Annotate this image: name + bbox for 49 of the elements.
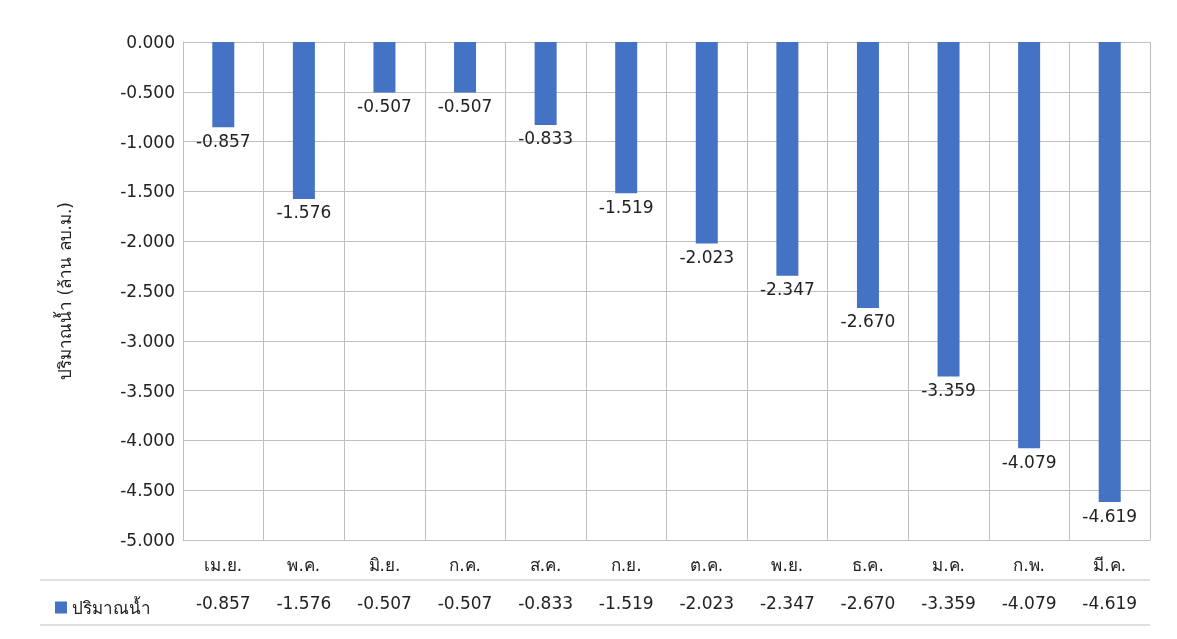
text: -1.519 bbox=[598, 196, 654, 217]
x-tick-label: เม.ย. bbox=[204, 554, 243, 575]
x-tick-label: พ.ค. bbox=[287, 554, 321, 575]
y-tick-label: -5.000 bbox=[120, 530, 175, 550]
text: -2.670 bbox=[840, 311, 896, 332]
text: -0.857 bbox=[195, 130, 251, 151]
text: -3.359 bbox=[921, 380, 976, 401]
data-label: -1.576 bbox=[276, 592, 332, 613]
x-tick-label: ส.ค. bbox=[529, 554, 562, 575]
x-tick-label: พ.ย. bbox=[771, 554, 804, 575]
x-tick-label: ธ.ค. bbox=[852, 554, 884, 575]
x-tick-label: ต.ค. bbox=[690, 554, 724, 575]
x-tick-label: ก.ค. bbox=[449, 554, 481, 575]
text: -4.619 bbox=[1082, 505, 1138, 526]
text: -1.576 bbox=[276, 202, 332, 223]
y-axis-title: ปริมาณน้ำ (ล้าน ลบ.ม.) bbox=[52, 202, 75, 380]
x-tick-label: มิ.ย. bbox=[368, 554, 401, 575]
y-tick-label: -4.000 bbox=[120, 430, 175, 451]
text: -2.347 bbox=[759, 279, 815, 300]
x-tick-label: มี.ค. bbox=[1093, 554, 1127, 575]
text: -0.507 bbox=[357, 96, 412, 116]
x-tick-label: ก.ย. bbox=[610, 554, 642, 575]
data-label: -0.857 bbox=[195, 592, 251, 613]
y-tick-label: -1.500 bbox=[120, 181, 175, 202]
y-tick-label: -4.500 bbox=[120, 480, 175, 501]
y-tick-label: -2.000 bbox=[120, 231, 175, 252]
x-tick-label: ก.พ. bbox=[1013, 554, 1046, 575]
data-label: -0.507 bbox=[437, 592, 493, 613]
y-tick-label: -1.000 bbox=[120, 131, 175, 152]
data-label: -0.507 bbox=[357, 592, 412, 613]
text: -4.079 bbox=[1001, 451, 1057, 472]
text: -2.023 bbox=[679, 246, 735, 267]
y-tick-label: -3.500 bbox=[120, 380, 175, 401]
y-tick-label: -3.000 bbox=[120, 330, 175, 351]
data-label: -3.359 bbox=[921, 592, 976, 613]
data-label: -4.619 bbox=[1082, 592, 1138, 613]
data-label: -2.023 bbox=[679, 592, 735, 613]
y-tick-label: -0.500 bbox=[120, 81, 175, 102]
data-label: -4.079 bbox=[1001, 592, 1057, 613]
data-label: -2.347 bbox=[759, 592, 815, 613]
text: -0.833 bbox=[518, 128, 574, 149]
legend-label: ปริมาณน้ำ bbox=[72, 595, 151, 618]
data-label: -0.833 bbox=[518, 592, 574, 613]
data-label: -2.670 bbox=[840, 592, 896, 613]
x-tick-label: ม.ค. bbox=[932, 554, 965, 575]
y-tick-label: -2.500 bbox=[120, 281, 175, 301]
data-label: -1.519 bbox=[598, 592, 654, 613]
y-tick-label: 0.000 bbox=[126, 32, 175, 52]
text: -0.507 bbox=[437, 96, 493, 116]
